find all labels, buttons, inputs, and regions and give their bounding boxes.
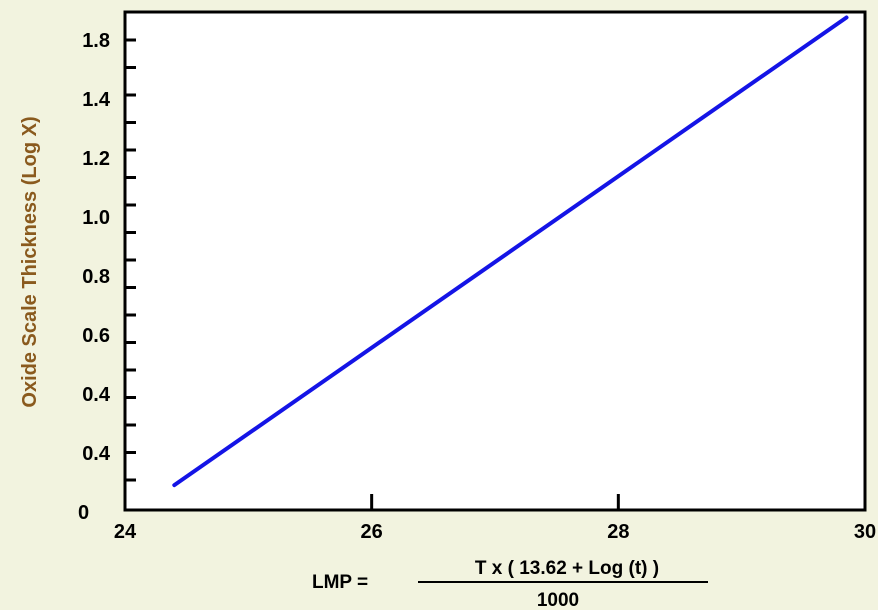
y-tick-label: 1.0 xyxy=(82,207,110,229)
y-tick-label: 0.8 xyxy=(82,266,110,288)
y-tick-label: 0.6 xyxy=(82,325,110,347)
x-axis-formula-numerator: T x ( 13.62 + Log (t) ) xyxy=(475,558,659,579)
x-tick-label: 28 xyxy=(607,521,629,543)
x-axis-tick-labels: 24 26 28 30 xyxy=(114,521,876,543)
series-line xyxy=(172,15,849,488)
y-tick-label: 0 xyxy=(78,502,89,524)
y-tick-label: 1.2 xyxy=(82,148,110,170)
x-tick-label: 24 xyxy=(114,521,137,543)
y-tick-label: 1.4 xyxy=(82,89,111,111)
y-axis-tick-labels: 0 0.4 0.4 0.6 0.8 1.0 1.2 1.4 1.8 xyxy=(78,30,111,524)
x-axis-label-prefix: LMP = xyxy=(312,572,368,593)
x-axis-ticks xyxy=(370,494,620,510)
y-axis-title: Oxide Scale Thickness (Log X) xyxy=(19,116,41,407)
series-layer xyxy=(172,15,849,488)
y-tick-label: 1.8 xyxy=(82,30,110,52)
y-minor-ticks xyxy=(125,38,136,482)
x-axis-formula-denominator: 1000 xyxy=(537,590,579,610)
x-tick-label: 26 xyxy=(361,521,383,543)
y-tick-label: 0.4 xyxy=(82,443,111,465)
y-tick-label: 0.4 xyxy=(82,384,111,406)
x-tick-label: 30 xyxy=(854,521,876,543)
